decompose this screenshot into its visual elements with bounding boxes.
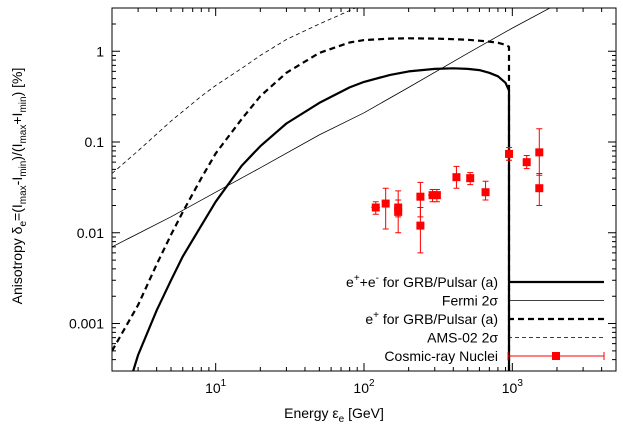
- cosmic-ray-data-point: [535, 128, 544, 176]
- cosmic-ray-data-point: [466, 172, 475, 186]
- cosmic-ray-data-point: [505, 147, 514, 161]
- series-line-4: [112, 8, 357, 174]
- plot-frame: [111, 7, 617, 372]
- data-point-group: [371, 128, 544, 254]
- legend-label: Fermi 2σ: [442, 293, 498, 309]
- legend-label: e++e- for GRB/Pulsar (a): [346, 273, 498, 290]
- cosmic-ray-data-point: [522, 155, 531, 170]
- x-tick-label: 102: [353, 378, 375, 396]
- y-axis-ticks: 0.001 0.01 0.1 1: [69, 7, 616, 372]
- legend-label: Cosmic-ray Nuclei: [384, 348, 498, 364]
- cosmic-ray-data-point: [452, 165, 461, 189]
- cosmic-ray-data-point: [416, 207, 425, 254]
- series-line-3: [112, 37, 511, 371]
- y-tick-label: 0.1: [85, 134, 105, 150]
- x-axis-ticks: 101 102 103: [111, 8, 617, 396]
- y-tick-label: 1: [96, 43, 104, 59]
- cosmic-ray-data-point: [427, 189, 437, 203]
- series-line-1: [132, 67, 511, 371]
- cosmic-ray-data-point: [394, 190, 403, 234]
- x-axis-label: Energy εe [GeV]: [284, 405, 384, 425]
- cosmic-ray-data-point: [535, 173, 544, 206]
- x-tick-label: 101: [205, 378, 227, 396]
- cosmic-ray-data-point: [481, 180, 490, 201]
- legend-label: AMS-02 2σ: [427, 330, 498, 346]
- legend-swatch: [507, 352, 605, 360]
- y-axis-label: Anisotropy δe=(Imax-Imin)/(Imax+Imin) [%…: [9, 68, 29, 305]
- cosmic-ray-data-point: [371, 201, 380, 215]
- y-tick-label: 0.01: [77, 225, 104, 241]
- y-tick-label: 0.001: [69, 316, 104, 332]
- series-line-2: [112, 8, 551, 248]
- legend: e++e- for GRB/Pulsar (a) Fermi 2σe+ for G…: [346, 273, 605, 364]
- curve-group: [112, 8, 551, 371]
- cosmic-ray-data-point: [432, 189, 441, 203]
- legend-label: e+ for GRB/Pulsar (a): [365, 310, 498, 327]
- x-tick-label: 103: [502, 378, 524, 396]
- cosmic-ray-data-point: [381, 187, 390, 230]
